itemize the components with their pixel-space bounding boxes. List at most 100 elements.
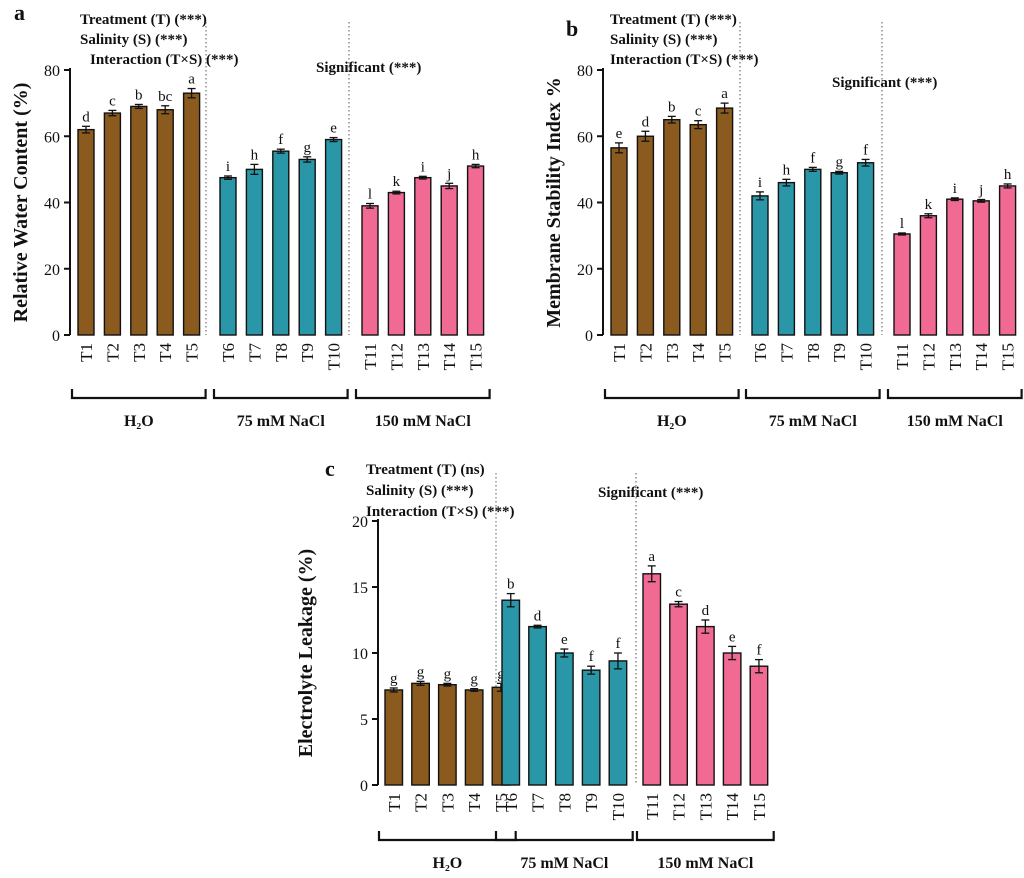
significance-letter: a	[721, 86, 728, 102]
group-bracket	[744, 389, 881, 400]
group-label: H₂O	[657, 413, 687, 430]
significance-letter: e	[729, 629, 736, 645]
chart-panel-b: b Treatment (T) (***) Salinity (S) (***) In…	[543, 12, 1023, 430]
category-label: T11	[361, 343, 380, 370]
stat-line: Salinity (S) (***)	[80, 32, 188, 48]
y-axis-title: Electrolyte Leakage (%)	[295, 549, 317, 757]
significance-letter: d	[642, 114, 650, 130]
bar-T10	[608, 660, 628, 786]
group-label: 150 mM NaCl	[375, 413, 472, 430]
panel-letter: b	[566, 16, 578, 41]
bar-T8	[272, 150, 290, 336]
bar-T6	[501, 599, 521, 786]
category-label: T4	[156, 343, 175, 362]
bar-T6	[219, 176, 237, 336]
bar-T2	[411, 682, 430, 786]
category-label: T2	[412, 793, 431, 812]
bar-T6	[751, 195, 769, 336]
bar-T2	[636, 135, 655, 336]
y-tick-label: 40	[577, 196, 593, 213]
group-bracket	[70, 389, 207, 400]
category-label: T7	[529, 793, 548, 812]
group-label: 150 mM NaCl	[907, 413, 1004, 430]
stat-line: Interaction (T×S) (***)	[90, 52, 239, 68]
category-label: T15	[999, 343, 1018, 370]
significance-letter: k	[393, 174, 401, 190]
bar-T11	[642, 573, 662, 786]
bar-T3	[437, 683, 457, 786]
stat-line: Interaction (T×S) (***)	[610, 52, 759, 68]
category-label: T13	[696, 793, 715, 820]
category-label: T7	[777, 343, 796, 362]
significance-letter: f	[863, 142, 868, 158]
significance-letter: f	[278, 132, 283, 148]
bar-T7	[528, 625, 547, 786]
category-label: T8	[804, 343, 823, 362]
panel-letter: c	[325, 456, 335, 481]
significance-letter: f	[615, 636, 620, 652]
significance-note: Significant (***)	[316, 60, 421, 76]
category-label: T1	[610, 343, 629, 362]
significance-letter: i	[226, 159, 230, 175]
y-tick-label: 80	[44, 63, 60, 80]
bar-T12	[669, 603, 688, 786]
significance-letter: e	[330, 121, 337, 137]
bar-T13	[414, 176, 432, 336]
y-tick-label: 0	[52, 328, 60, 345]
bar-T13	[946, 198, 964, 336]
significance-letter: c	[109, 93, 116, 109]
category-label: T6	[751, 343, 770, 362]
group-bracket	[494, 831, 634, 842]
bar-T7	[777, 181, 796, 336]
stat-line: Treatment (T) (***)	[80, 12, 207, 28]
stat-line: Treatment (T) (***)	[610, 12, 737, 28]
category-label: T10	[325, 343, 344, 370]
category-label: T8	[555, 793, 574, 812]
bar-T9	[830, 171, 848, 336]
significance-letter: e	[561, 632, 568, 648]
significance-letter: h	[251, 147, 259, 163]
significance-letter: d	[534, 608, 542, 624]
category-label: T14	[723, 793, 742, 821]
bar-T14	[722, 652, 742, 786]
category-label: T8	[272, 343, 291, 362]
bar-T5	[182, 92, 201, 336]
significance-note: Significant (***)	[598, 485, 703, 501]
category-label: T10	[609, 793, 628, 820]
significance-letter: a	[648, 549, 655, 565]
y-tick-label: 5	[360, 712, 368, 729]
bar-T4	[156, 109, 174, 336]
significance-letter: b	[507, 577, 515, 593]
category-label: T9	[830, 343, 849, 362]
bar-T9	[581, 669, 601, 786]
y-tick-label: 60	[577, 129, 593, 146]
significance-letter: g	[417, 664, 425, 680]
significance-letter: f	[589, 649, 594, 665]
category-label: T3	[438, 793, 457, 812]
significance-letter: g	[390, 671, 398, 687]
group-bracket	[603, 389, 740, 400]
significance-letter: i	[758, 175, 762, 191]
category-label: T5	[492, 793, 511, 812]
group-label: 75 mM NaCl	[769, 413, 858, 430]
category-label: T4	[465, 793, 484, 812]
significance-letter: d	[702, 603, 710, 619]
category-label: T15	[750, 793, 769, 820]
bar-T7	[245, 168, 264, 336]
stat-line: Salinity (S) (***)	[366, 483, 474, 499]
category-label: T12	[670, 793, 689, 820]
category-label: T2	[636, 343, 655, 362]
bar-T1	[610, 147, 628, 336]
significance-letter: f	[810, 150, 815, 166]
significance-letter: c	[675, 585, 682, 601]
y-axis-title: Relative Water Content (%)	[10, 83, 32, 323]
category-label: T13	[414, 343, 433, 370]
significance-letter: g	[444, 666, 452, 682]
y-tick-label: 20	[577, 262, 593, 279]
bar-T5	[715, 107, 734, 336]
significance-letter: e	[616, 126, 623, 142]
stat-line: Treatment (T) (ns)	[366, 462, 485, 478]
significance-letter: g	[303, 140, 311, 156]
y-tick-label: 20	[44, 262, 60, 279]
